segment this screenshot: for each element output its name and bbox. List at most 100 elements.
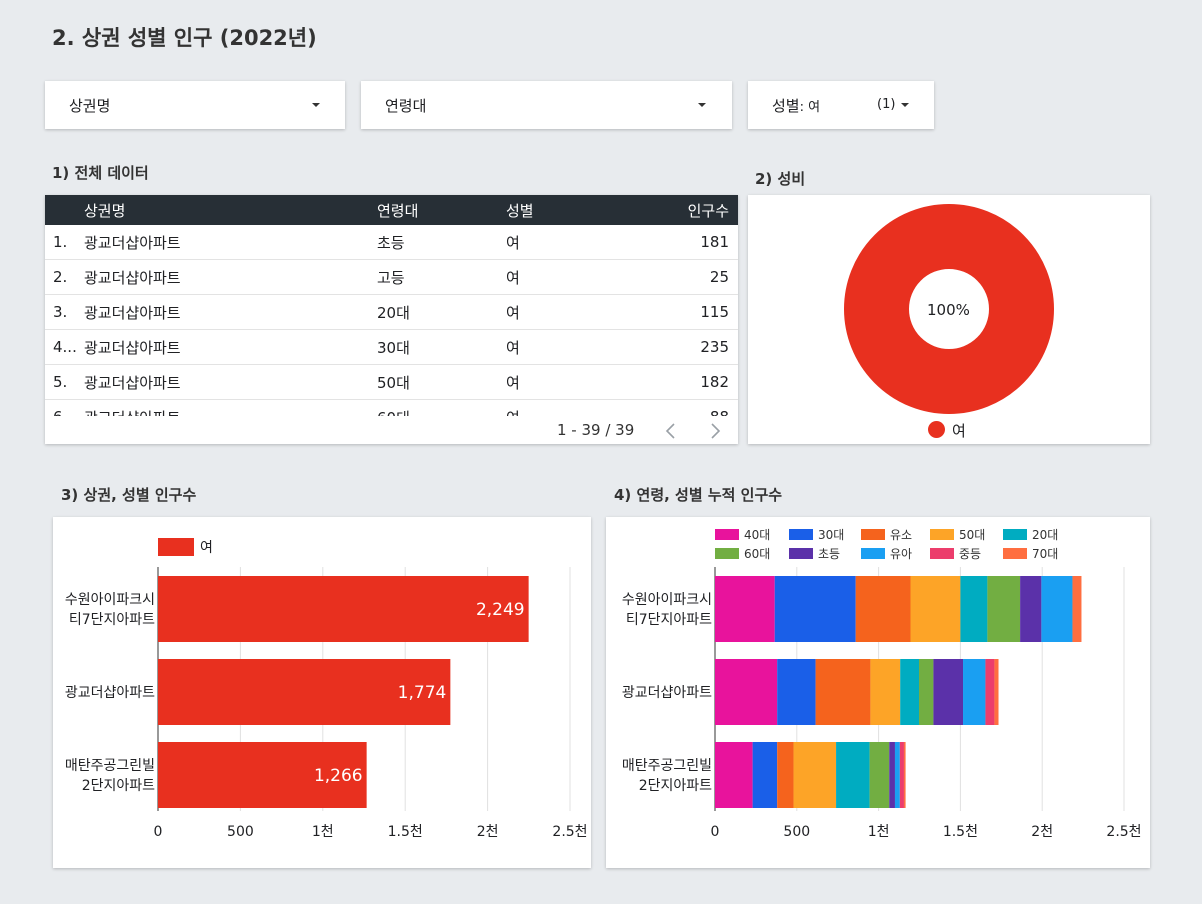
x-tick-label: 2천	[1031, 824, 1053, 840]
y-category-label: 매탄주공그린빌	[65, 758, 155, 774]
age-filter-label: 연령대	[385, 96, 427, 115]
bar-segment	[900, 659, 920, 725]
bar-segment	[855, 576, 911, 642]
row-age: 50대	[377, 364, 506, 400]
x-tick-label: 500	[783, 824, 810, 840]
y-category-label: 수원아이파크시	[65, 592, 155, 608]
y-category-label: 수원아이파크시	[622, 592, 712, 608]
row-age: 초등	[377, 225, 506, 260]
bar-segment	[903, 742, 906, 808]
table-row[interactable]: 6. 광교더샵아파트 60대 여 88	[45, 399, 738, 416]
row-count: 182	[588, 364, 738, 400]
y-category-label: 광교더샵아파트	[622, 685, 712, 701]
chevron-down-icon	[901, 103, 909, 107]
bar-segment	[777, 659, 816, 725]
legend-label: 40대	[744, 528, 770, 542]
row-index: 3.	[45, 294, 84, 330]
gender-filter-count: (1)	[877, 97, 896, 112]
bar-segment	[870, 659, 901, 725]
pagination-label: 1 - 39 / 39	[557, 421, 635, 439]
page-title: 2. 상권 성별 인구 (2022년)	[52, 26, 317, 50]
bar-section-title: 3) 상권, 성별 인구수	[61, 486, 197, 504]
legend-swatch	[861, 529, 885, 540]
x-tick-label: 1천	[312, 824, 334, 840]
table-row[interactable]: 1. 광교더샵아파트 초등 여 181	[45, 225, 738, 260]
y-category-label: 티7단지아파트	[69, 612, 155, 628]
y-category-label: 매탄주공그린빌	[622, 758, 712, 774]
row-gender: 여	[506, 259, 589, 295]
bar-segment	[869, 742, 890, 808]
bar-segment	[994, 659, 999, 725]
table-row[interactable]: 5. 광교더샵아파트 50대 여 182	[45, 364, 738, 400]
stack-chart-card: 40대 30대 유소 50대 20대 60대 초등 유아 중등 70대 0 500 1천 1.5천 2천 2.…	[606, 517, 1150, 868]
bar-segment	[715, 659, 778, 725]
row-name: 광교더샵아파트	[84, 294, 377, 330]
gender-filter-label: 성별	[772, 96, 800, 115]
table-header-row: 상권명 연령대 성별 인구수	[45, 195, 738, 225]
table-header-gender[interactable]: 성별	[506, 195, 589, 225]
bar-value-label: 1,774	[398, 683, 447, 703]
table-header-age[interactable]: 연령대	[377, 195, 506, 225]
x-tick-label: 0	[154, 824, 163, 840]
ratio-chart-card: 100% 여	[748, 195, 1150, 444]
ratio-donut-chart	[844, 204, 1054, 414]
bar-segment	[158, 659, 451, 725]
table-row[interactable]: 3. 광교더샵아파트 20대 여 115	[45, 294, 738, 330]
data-table-card: 상권명 연령대 성별 인구수 1. 광교더샵아파트 초등 여 181 2. 광교…	[45, 195, 738, 444]
bar-segment	[933, 659, 964, 725]
row-gender: 여	[506, 225, 589, 260]
table-header-count[interactable]: 인구수	[588, 195, 738, 225]
bar-segment	[815, 659, 871, 725]
legend-swatch	[789, 529, 813, 540]
gender-filter-dropdown[interactable]: 성별 : 여 (1)	[748, 81, 934, 129]
row-gender: 여	[506, 329, 589, 365]
bar-segment	[715, 742, 753, 808]
data-table-scroll[interactable]: 상권명 연령대 성별 인구수 1. 광교더샵아파트 초등 여 181 2. 광교…	[45, 195, 738, 416]
legend-label: 50대	[959, 528, 985, 542]
bar-segment	[899, 742, 904, 808]
row-name: 광교더샵아파트	[84, 399, 377, 416]
bar-segment	[715, 576, 775, 642]
row-gender: 여	[506, 399, 589, 416]
ratio-legend-label: 여	[952, 422, 966, 440]
table-row[interactable]: 2. 광교더샵아파트 고등 여 25	[45, 259, 738, 295]
y-category-label: 광교더샵아파트	[65, 685, 155, 701]
bar-segment	[836, 742, 870, 808]
x-tick-label: 1.5천	[943, 824, 978, 840]
bar-segment	[894, 742, 900, 808]
legend-swatch	[158, 538, 194, 556]
legend-swatch	[1003, 548, 1027, 559]
area-filter-dropdown[interactable]: 상권명	[45, 81, 345, 129]
legend-swatch	[930, 529, 954, 540]
bar-segment	[1072, 576, 1082, 642]
x-tick-label: 500	[227, 824, 254, 840]
bar-segment	[752, 742, 778, 808]
row-index: 6.	[45, 399, 84, 416]
bar-segment	[963, 659, 986, 725]
legend-swatch	[861, 548, 885, 559]
table-row[interactable]: 4... 광교더샵아파트 30대 여 235	[45, 329, 738, 365]
x-tick-label: 0	[711, 824, 720, 840]
legend-label: 여	[200, 540, 213, 556]
row-count: 115	[588, 294, 738, 330]
bar-segment	[960, 576, 988, 642]
row-index: 4...	[45, 329, 84, 365]
row-age: 30대	[377, 329, 506, 365]
ratio-legend-swatch	[928, 421, 945, 438]
x-tick-label: 2.5천	[1106, 824, 1141, 840]
age-filter-dropdown[interactable]: 연령대	[361, 81, 732, 129]
legend-label: 30대	[818, 528, 844, 542]
y-category-label: 티7단지아파트	[626, 612, 712, 628]
bar-segment	[919, 659, 934, 725]
donut-center-label: 100%	[927, 301, 970, 319]
table-header-name[interactable]: 상권명	[84, 195, 377, 225]
prev-page-icon[interactable]	[663, 422, 679, 440]
legend-swatch	[715, 548, 739, 559]
bar-segment	[158, 742, 367, 808]
bar-segment	[1020, 576, 1042, 642]
data-table: 상권명 연령대 성별 인구수 1. 광교더샵아파트 초등 여 181 2. 광교…	[45, 195, 738, 416]
legend-swatch	[789, 548, 813, 559]
next-page-icon[interactable]	[707, 422, 723, 440]
stacked-bar-chart: 40대 30대 유소 50대 20대 60대 초등 유아 중등 70대 0 500 1천 1.5천 2천 2.…	[622, 528, 1142, 840]
legend-label: 초등	[818, 547, 840, 561]
